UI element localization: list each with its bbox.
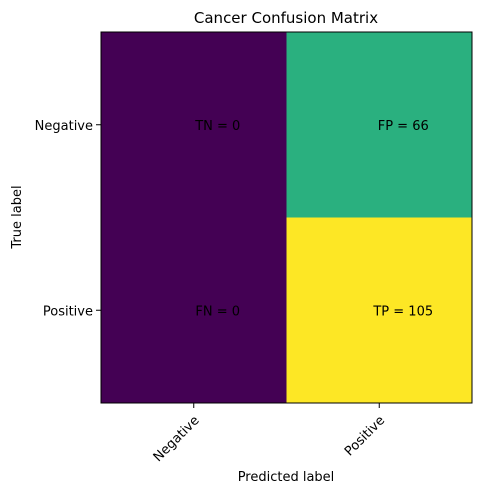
heatmap-cells [101, 32, 473, 404]
cell-label-r1-c1: TP = 105 [372, 304, 433, 319]
cell-label-r0-c0: TN = 0 [194, 119, 240, 134]
plot-frame [100, 31, 473, 404]
cell-label-r0-c1: FP = 66 [378, 119, 429, 134]
heatmap-cell-r1-c1 [286, 217, 473, 404]
x-tick-label-0: Negative [151, 413, 203, 465]
y-axis-label: True label [10, 185, 25, 249]
heatmap-cell-r1-c0 [101, 217, 287, 404]
x-axis-label: Predicted label [238, 470, 335, 485]
y-axis-ticks: Negative Positive [35, 119, 101, 319]
chart-title: Cancer Confusion Matrix [194, 9, 378, 27]
y-tick-label-1: Positive [43, 304, 93, 319]
cell-label-r1-c0: FN = 0 [195, 304, 240, 319]
heatmap-cell-r0-c1 [286, 32, 473, 218]
y-tick-label-0: Negative [35, 119, 93, 134]
heatmap-cell-r0-c0 [101, 32, 287, 218]
x-axis-ticks: Negative Positive [151, 403, 388, 465]
x-tick-label-1: Positive [342, 413, 388, 459]
heatmap-cell-labels: TN = 0 FP = 66 FN = 0 TP = 105 [194, 119, 433, 320]
